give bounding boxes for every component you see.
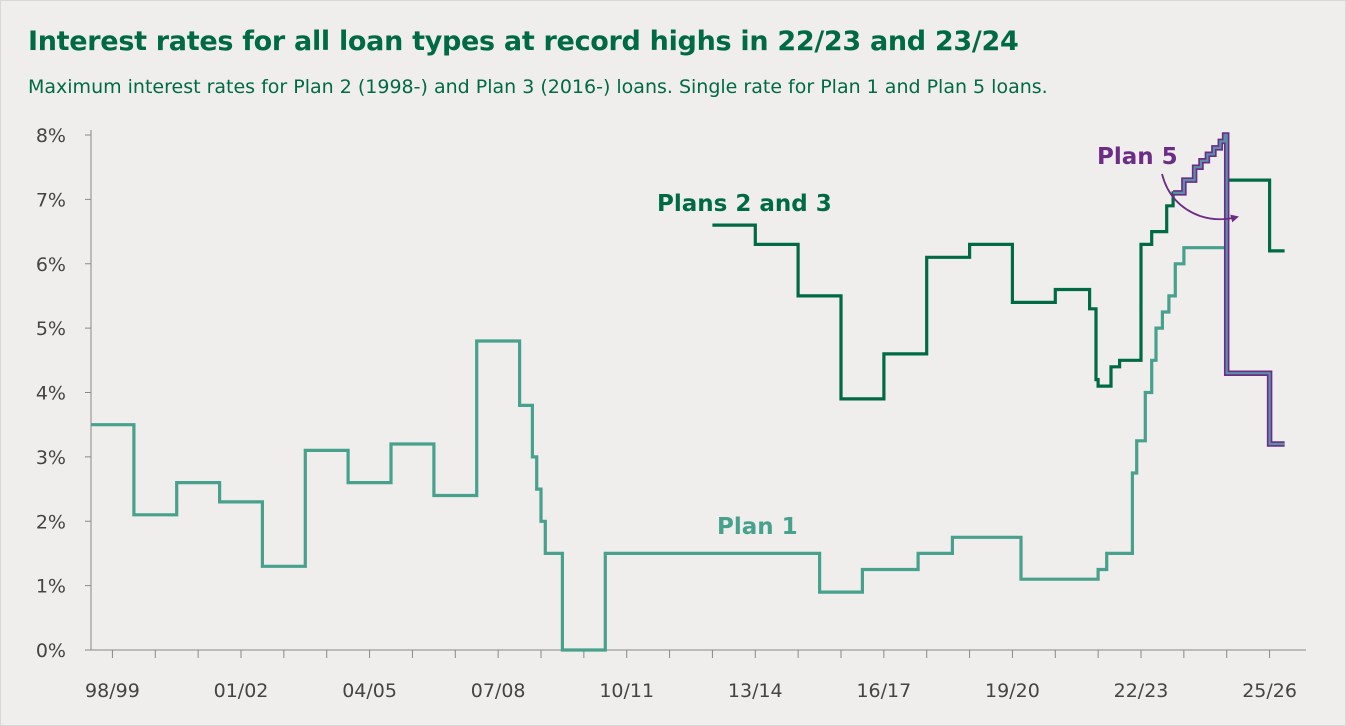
x-tick-label: 10/11 <box>599 680 654 702</box>
chart-title: Interest rates for all loan types at rec… <box>28 26 1019 57</box>
y-tick-label: 4% <box>36 383 66 405</box>
label-plan-1: Plan 1 <box>717 514 798 540</box>
x-tick-label: 16/17 <box>856 680 911 702</box>
x-tick-label: 04/05 <box>342 680 397 702</box>
y-tick-label: 2% <box>36 511 66 533</box>
x-tick-label: 07/08 <box>471 680 526 702</box>
axes: 0% 1% 2% 3% 4% 5% 6% 7% 8% 98/99 01/02 04/05 07/08 10… <box>36 125 1306 702</box>
y-tick-label: 6% <box>36 254 66 276</box>
series-plan-1 <box>91 246 1285 652</box>
labels-layer: Plans 2 and 3 Plan 1 Plan 5 <box>657 144 1239 540</box>
series-plan-5 <box>1173 133 1285 446</box>
plan-5-arrow <box>1161 173 1239 223</box>
label-plan-5: Plan 5 <box>1097 144 1178 170</box>
chart-subtitle: Maximum interest rates for Plan 2 (1998-… <box>28 76 1048 98</box>
y-tick-label: 5% <box>36 318 66 340</box>
y-tick-label: 1% <box>36 576 66 598</box>
y-tick-label: 0% <box>36 640 66 662</box>
series-plans-2-and-3 <box>712 133 1285 401</box>
y-tick-label: 7% <box>36 189 66 211</box>
label-plans-2-and-3: Plans 2 and 3 <box>657 191 832 217</box>
x-tick-label: 25/26 <box>1242 680 1297 702</box>
x-tick-label: 98/99 <box>85 680 140 702</box>
series-layer <box>91 132 1285 652</box>
x-tick-label: 22/23 <box>1114 680 1169 702</box>
x-tick-label: 01/02 <box>214 680 269 702</box>
x-tick-label: 19/20 <box>985 680 1040 702</box>
y-tick-label: 8% <box>36 125 66 147</box>
y-tick-label: 3% <box>36 447 66 469</box>
x-tick-label: 13/14 <box>728 680 783 702</box>
